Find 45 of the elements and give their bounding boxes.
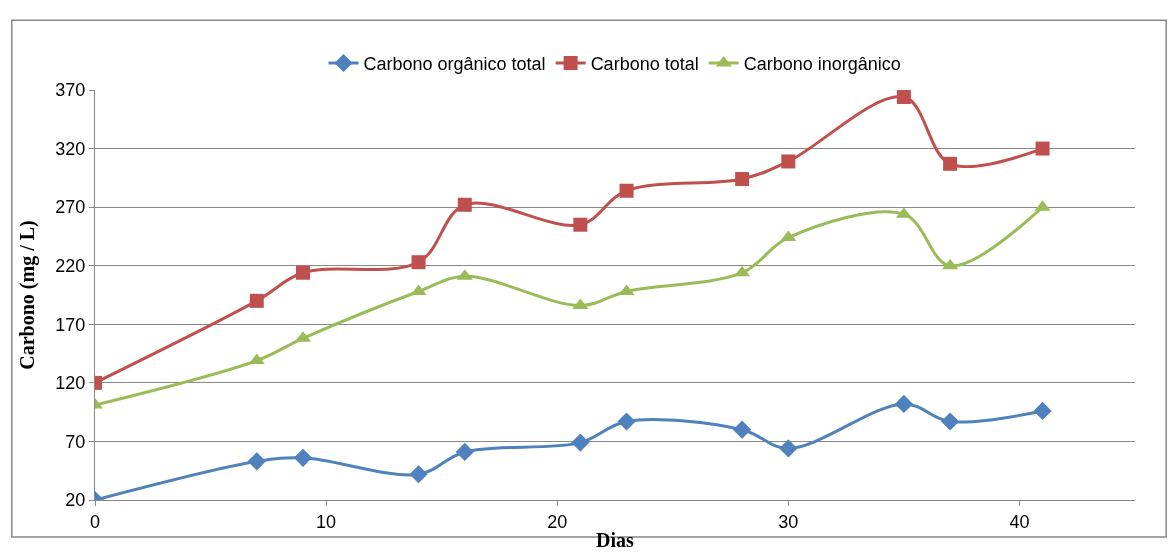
point [735, 172, 750, 187]
point [894, 394, 913, 414]
point [942, 258, 959, 270]
point [247, 452, 266, 471]
y-axis-title: Carbono (mg / L) [15, 220, 39, 370]
x-axis-title: Dias [596, 529, 635, 552]
y-tick-label: 70 [65, 431, 86, 452]
point [455, 442, 474, 462]
point [457, 197, 472, 212]
y-tick-label: 120 [55, 373, 86, 394]
point [572, 298, 589, 310]
y-tick-label: 20 [65, 490, 86, 511]
point [734, 265, 751, 277]
point [779, 439, 798, 458]
point [571, 433, 590, 452]
point [1035, 141, 1050, 156]
point [411, 255, 426, 270]
y-tick-label: 220 [55, 256, 86, 277]
legend-label: Carbono total [590, 54, 699, 75]
y-tick-label: 270 [55, 197, 86, 218]
x-tick-label: 0 [89, 511, 101, 532]
point [896, 90, 911, 105]
legend-label: Carbono orgânico total [363, 54, 546, 75]
y-tick-label: 170 [55, 314, 86, 335]
x-tick-label: 30 [778, 511, 799, 532]
y-tick-label: 320 [55, 138, 86, 159]
x-tick-label: 10 [316, 511, 337, 532]
point [1033, 401, 1052, 421]
y-tick-label: 370 [55, 80, 86, 101]
x-tick-label: 20 [547, 511, 568, 532]
point [248, 353, 265, 365]
point [296, 265, 310, 280]
x-tick-label: 40 [1009, 511, 1030, 532]
point [573, 217, 588, 232]
legend-label: Carbono inorgânico [743, 54, 901, 75]
point [780, 230, 797, 242]
point [733, 420, 752, 439]
point [943, 156, 958, 171]
point [941, 412, 960, 431]
point [617, 412, 636, 431]
point [409, 465, 428, 484]
point [781, 154, 796, 169]
point [249, 293, 264, 308]
point [619, 183, 634, 198]
point [293, 448, 313, 467]
